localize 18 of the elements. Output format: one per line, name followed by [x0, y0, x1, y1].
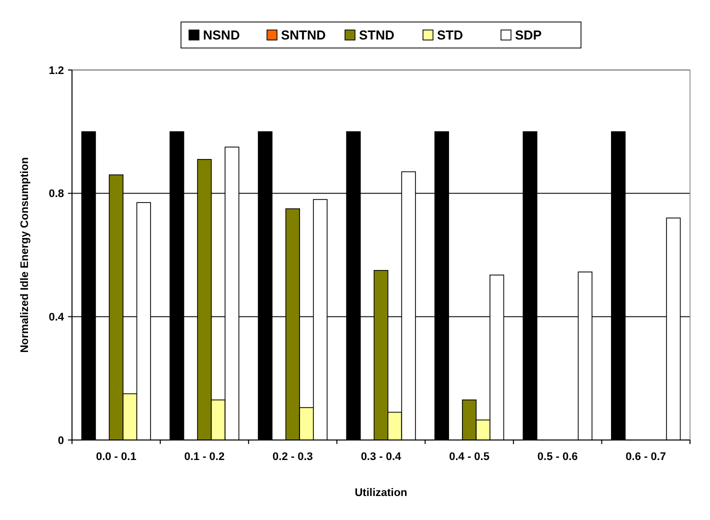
x-axis-title: Utilization: [354, 487, 408, 499]
y-tick-label: 0.4: [48, 312, 65, 324]
x-tick-label: 0.4 - 0.5: [449, 451, 490, 463]
x-tick-label: 0.2 - 0.3: [272, 451, 313, 463]
x-tick-label: 0.1 - 0.2: [184, 451, 225, 463]
y-tick-label: 0: [58, 434, 64, 447]
legend-label: SDP: [515, 28, 542, 42]
y-tick-label: 0.8: [48, 188, 64, 200]
y-axis-title: Normalized Idle Energy Consumption: [19, 156, 31, 353]
legend-label: STD: [437, 28, 463, 42]
x-tick-label: 0.3 - 0.4: [360, 451, 402, 463]
x-tick-label: 0.6 - 0.7: [626, 451, 666, 463]
x-tick-label: 0.5 - 0.6: [537, 451, 578, 463]
x-tick-label: 0.0 - 0.1: [96, 451, 136, 463]
y-tick-label: 1.2: [48, 64, 64, 77]
legend-label: STND: [359, 28, 394, 42]
legend-label: SNTND: [281, 28, 326, 42]
legend-label: NSND: [203, 28, 240, 42]
